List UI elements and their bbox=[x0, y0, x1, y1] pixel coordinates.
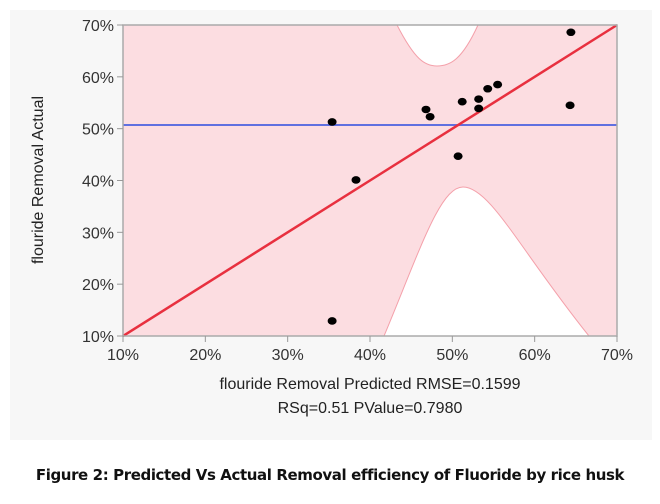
data-point bbox=[457, 97, 467, 106]
x-tick-label: 30% bbox=[272, 347, 304, 364]
x-axis-label-stats: RSq=0.51 PValue=0.7980 bbox=[278, 400, 463, 417]
data-point bbox=[474, 95, 484, 103]
data-point bbox=[453, 152, 463, 160]
x-tick-label: 20% bbox=[189, 347, 221, 364]
y-tick-label: 30% bbox=[82, 225, 114, 242]
y-tick-label: 10% bbox=[82, 329, 114, 346]
data-point bbox=[327, 118, 337, 126]
x-tick-label: 50% bbox=[436, 347, 468, 364]
y-tick-label: 70% bbox=[82, 18, 114, 35]
y-tick-label: 50% bbox=[82, 122, 114, 139]
data-point bbox=[483, 84, 493, 93]
data-point bbox=[425, 112, 435, 121]
x-tick-label: 40% bbox=[354, 347, 386, 364]
data-point bbox=[351, 176, 361, 184]
data-point bbox=[421, 105, 431, 114]
data-point bbox=[474, 104, 484, 113]
y-tick-label: 20% bbox=[82, 277, 114, 294]
confidence-band-upper-gap bbox=[396, 24, 479, 67]
y-tick-label: 40% bbox=[82, 174, 114, 191]
data-point bbox=[566, 28, 576, 37]
data-point bbox=[565, 101, 575, 110]
data-point bbox=[327, 317, 337, 325]
x-axis-label: flouride Removal Predicted RMSE=0.1599 bbox=[219, 376, 520, 393]
x-tick-label: 10% bbox=[107, 347, 139, 364]
confidence-band-lower-gap bbox=[383, 186, 591, 337]
x-tick-label: 60% bbox=[519, 347, 551, 364]
fit-line bbox=[122, 23, 618, 338]
y-axis-label: flouride Removal Actual bbox=[30, 96, 47, 264]
figure-caption: Figure 2: Predicted Vs Actual Removal ef… bbox=[35, 466, 625, 484]
data-point bbox=[493, 80, 503, 89]
y-tick-label: 60% bbox=[82, 70, 114, 87]
x-tick-label: 70% bbox=[601, 347, 633, 364]
